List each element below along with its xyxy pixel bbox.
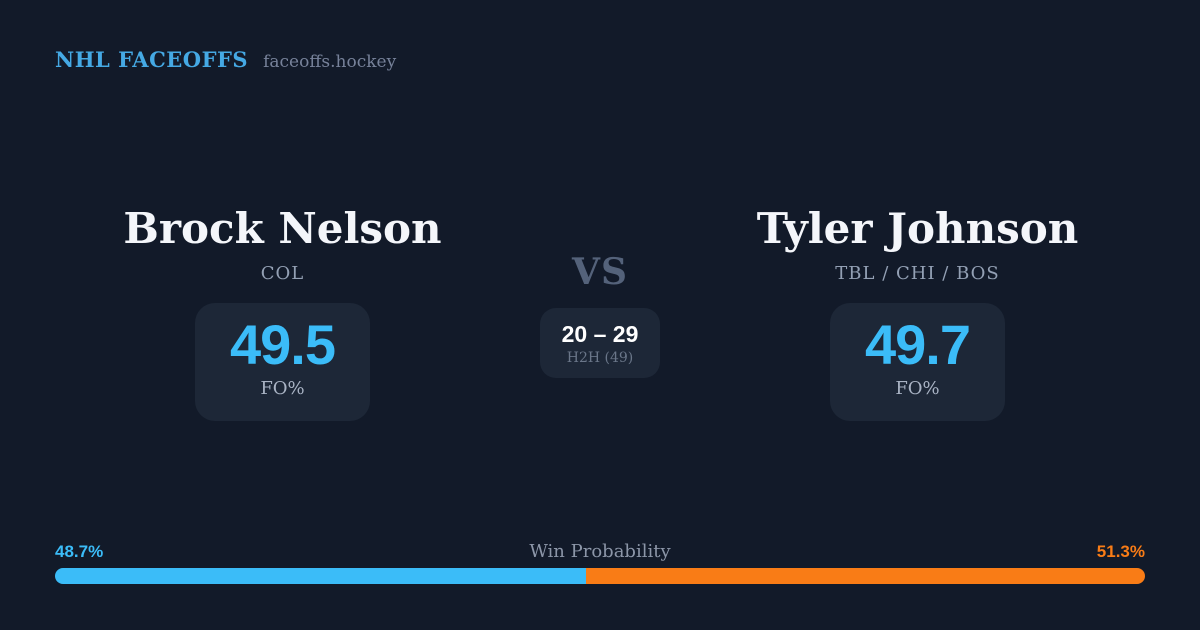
right-player-panel: Tyler Johnson TBL / CHI / BOS 49.7 FO%	[690, 205, 1145, 421]
win-probability-title: Win Probability	[529, 541, 671, 562]
left-fo-label: FO%	[260, 378, 305, 399]
brand-title: NHL FACEOFFS	[55, 47, 249, 72]
matchup-panel: VS 20 – 29 H2H (49)	[490, 254, 710, 378]
vs-label: VS	[572, 251, 628, 293]
left-fo-value: 49.5	[230, 313, 336, 376]
right-fo-card: 49.7 FO%	[830, 303, 1005, 421]
left-player-name: Brock Nelson	[123, 204, 442, 253]
win-probability-right-pct: 51.3%	[1096, 542, 1145, 561]
win-bar-left	[55, 568, 586, 584]
win-probability-left-pct: 48.7%	[55, 542, 104, 561]
right-player-name: Tyler Johnson	[756, 204, 1079, 253]
right-fo-value: 49.7	[865, 313, 971, 376]
left-player-teams: COL	[260, 263, 305, 284]
right-player-teams: TBL / CHI / BOS	[835, 263, 1000, 284]
left-fo-card: 49.5 FO%	[195, 303, 370, 421]
h2h-label: H2H (49)	[566, 349, 634, 366]
right-fo-label: FO%	[895, 378, 940, 399]
header: NHL FACEOFFS faceoffs.hockey	[55, 47, 396, 72]
win-probability-labels: 48.7% Win Probability 51.3%	[55, 541, 1145, 563]
h2h-box: 20 – 29 H2H (49)	[540, 308, 660, 378]
h2h-score: 20 – 29	[561, 320, 639, 347]
left-player-panel: Brock Nelson COL 49.5 FO%	[55, 205, 510, 421]
site-url: faceoffs.hockey	[263, 52, 397, 72]
win-bar-right	[585, 568, 1145, 584]
win-probability-bar	[55, 568, 1145, 584]
